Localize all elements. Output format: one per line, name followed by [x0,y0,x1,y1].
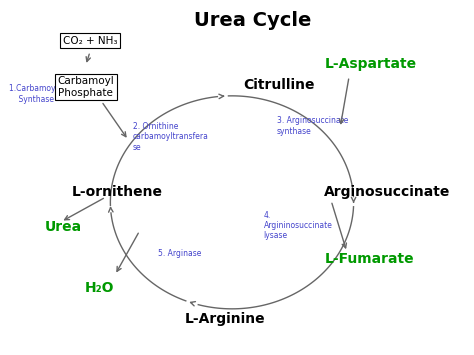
Text: CO₂ + NH₃: CO₂ + NH₃ [63,36,118,46]
Text: Citrulline: Citrulline [243,78,315,92]
Text: H₂O: H₂O [84,280,114,295]
Text: 4.
Argininosuccinate
lysase: 4. Argininosuccinate lysase [264,211,332,240]
Text: 1.Carbamoyl Phosphate
    Synthase: 1.Carbamoyl Phosphate Synthase [9,84,100,104]
Text: L-Aspartate: L-Aspartate [324,57,417,71]
Text: 2. Ornithine
carbamoyltransfera
se: 2. Ornithine carbamoyltransfera se [133,122,209,152]
Text: Arginosuccinate: Arginosuccinate [324,185,451,199]
Text: 5. Arginase: 5. Arginase [158,249,201,258]
Text: Urea Cycle: Urea Cycle [193,11,311,30]
Text: Urea: Urea [45,220,82,234]
Text: 3. Arginosuccinate
synthase: 3. Arginosuccinate synthase [277,116,348,136]
Text: Carbamoyl
Phosphate: Carbamoyl Phosphate [57,76,114,98]
Text: L-Fumarate: L-Fumarate [324,252,414,266]
Text: L-ornithene: L-ornithene [72,185,163,199]
Text: L-Arginine: L-Arginine [185,312,265,327]
